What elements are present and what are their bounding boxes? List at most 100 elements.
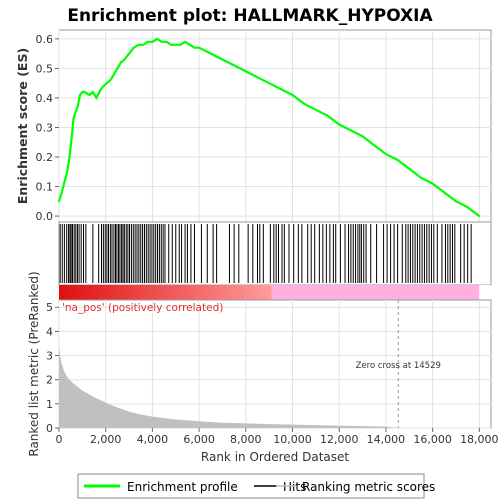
- metric-panel: [58, 299, 492, 429]
- colorbar-positive-segment: [83, 285, 88, 301]
- colorbar-positive-segment: [80, 285, 85, 301]
- colorbar-positive-segment: [129, 285, 134, 301]
- x-tick-label: 16,000: [413, 433, 452, 446]
- colorbar-positive-segment: [186, 285, 191, 301]
- colorbar-positive-segment: [168, 285, 173, 301]
- metric-y-ticks: 0 1 2 3 4 5: [46, 301, 59, 435]
- colorbar-positive-segment: [133, 285, 138, 301]
- colorbar-positive-segment: [239, 285, 244, 301]
- es-panel: [58, 29, 492, 223]
- colorbar-positive-segment: [94, 285, 99, 301]
- x-tick-label: 8,000: [230, 433, 262, 446]
- colorbar-positive-segment: [126, 285, 131, 301]
- colorbar-positive-segment: [154, 285, 159, 301]
- colorbar-positive-segment: [59, 285, 64, 301]
- x-tick-label: 2,000: [90, 433, 122, 446]
- colorbar-positive-segment: [257, 285, 262, 301]
- colorbar-positive-segment: [246, 285, 251, 301]
- legend-profile-label: Enrichment profile: [127, 480, 238, 494]
- colorbar-positive-segment: [197, 285, 202, 301]
- colorbar-positive-segment: [151, 285, 156, 301]
- es-y-label: Enrichment score (ES): [15, 48, 30, 204]
- legend-box: [77, 473, 425, 499]
- colorbar-positive-segment: [122, 285, 127, 301]
- colorbar-positive-segment: [207, 285, 212, 301]
- colorbar-positive-segment: [76, 285, 81, 301]
- es-tick-label: 0.4: [36, 92, 54, 105]
- es-grid: [58, 30, 491, 222]
- metric-y-label: Ranked list metric (PreRanked): [27, 271, 41, 456]
- x-tick-label: 4,000: [137, 433, 169, 446]
- colorbar-positive-segment: [250, 285, 255, 301]
- hit-marks: [59, 224, 472, 283]
- colorbar-positive-segment: [267, 285, 272, 301]
- metric-tick-label: 2: [46, 374, 53, 387]
- colorbar-positive-segment: [214, 285, 219, 301]
- colorbar-positive-segment: [200, 285, 205, 301]
- legend-hits-label: Hits: [283, 480, 306, 494]
- es-y-ticks: 0.0 0.1 0.2 0.3 0.4 0.5 0.6: [36, 33, 59, 223]
- zero-cross-label: Zero cross at 14529: [356, 361, 441, 371]
- colorbar-positive-segment: [66, 285, 71, 301]
- es-tick-label: 0.6: [36, 33, 54, 46]
- colorbar-positive-segment: [218, 285, 223, 301]
- colorbar-positive-segment: [158, 285, 163, 301]
- metric-tick-label: 5: [46, 301, 53, 314]
- colorbar-positive-segment: [101, 285, 106, 301]
- colorbar-positive-segment: [97, 285, 102, 301]
- hits-panel: [58, 221, 492, 286]
- colorbar-positive-segment: [260, 285, 265, 301]
- es-tick-label: 0.2: [36, 151, 54, 164]
- x-tick-label: 18,000: [460, 433, 499, 446]
- positive-correlation-label: 'na_pos' (positively correlated): [62, 302, 223, 314]
- x-tick-label: 0: [56, 433, 63, 446]
- colorbar-positive-segment: [228, 285, 234, 301]
- metric-tick-label: 1: [46, 398, 53, 411]
- x-tick-label: 12,000: [320, 433, 359, 446]
- colorbar-positive-segment: [147, 285, 152, 301]
- x-tick-label: 10,000: [273, 433, 312, 446]
- colorbar-positive-segment: [236, 285, 241, 301]
- colorbar-positive-segment: [136, 285, 141, 301]
- legend: Enrichment profile Hits Ranking metric s…: [77, 473, 435, 499]
- colorbar-positive-segment: [179, 285, 184, 301]
- colorbar-positive-segment: [232, 285, 237, 301]
- colorbar-positive-segment: [90, 285, 95, 301]
- rank-colorbar: [59, 285, 491, 301]
- colorbar-positive-segment: [108, 285, 113, 301]
- metric-tick-label: 3: [46, 350, 53, 363]
- es-tick-label: 0.1: [36, 181, 54, 194]
- colorbar-negative-segment: [271, 285, 480, 301]
- colorbar-positive-segment: [253, 285, 258, 301]
- colorbar-positive-segment: [264, 285, 269, 301]
- colorbar-positive-segment: [221, 285, 226, 301]
- colorbar-positive-segment: [243, 285, 248, 301]
- colorbar-positive-segment: [182, 285, 187, 301]
- x-tick-label: 14,000: [367, 433, 406, 446]
- colorbar-positive-segment: [204, 285, 209, 301]
- colorbar-positive-segment: [165, 285, 170, 301]
- colorbar-tail: [479, 285, 491, 301]
- x-axis-label: Rank in Ordered Dataset: [201, 450, 349, 464]
- colorbar-positive-segment: [105, 285, 110, 301]
- colorbar-positive-segment: [211, 285, 216, 301]
- ranking-metric-area: [59, 345, 480, 428]
- metric-tick-label: 0: [46, 422, 53, 435]
- enrichment-profile-line: [57, 37, 480, 217]
- x-tick-label: 6,000: [183, 433, 215, 446]
- colorbar-positive-segment: [143, 285, 149, 301]
- es-tick-label: 0.0: [36, 210, 54, 223]
- colorbar-positive-segment: [115, 285, 120, 301]
- chart-title: Enrichment plot: HALLMARK_HYPOXIA: [67, 6, 433, 26]
- x-ticks: 0 2,000 4,000 6,000 8,000 10,000 12,000 14,000 1…: [56, 428, 499, 446]
- es-tick-label: 0.5: [36, 62, 54, 75]
- colorbar-positive-segment: [112, 285, 117, 301]
- colorbar-positive-segment: [62, 285, 67, 301]
- legend-metric-label: Ranking metric scores: [302, 480, 435, 494]
- colorbar-positive-segment: [193, 285, 198, 301]
- metric-tick-label: 4: [46, 325, 53, 338]
- colorbar-positive-segment: [140, 285, 145, 301]
- colorbar-positive-segment: [175, 285, 180, 301]
- colorbar-positive-segment: [161, 285, 166, 301]
